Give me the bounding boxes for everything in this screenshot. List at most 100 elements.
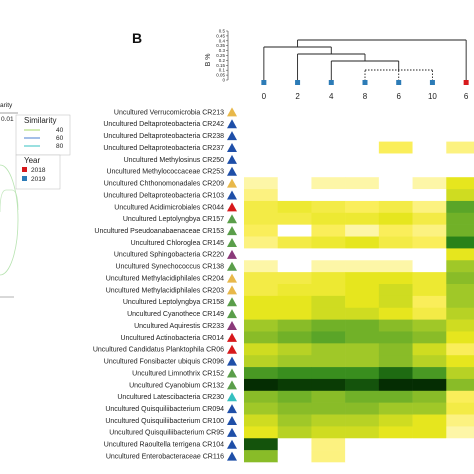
row-marker-icon xyxy=(227,131,237,141)
heatmap-cell xyxy=(244,295,279,309)
row-label: Uncultured Aquirestis CR233 xyxy=(134,323,224,330)
heatmap-cell xyxy=(412,295,447,309)
heatmap-cell xyxy=(446,331,474,344)
heatmap-cell xyxy=(244,248,279,261)
row-label: Uncultured Methylosinus CR250 xyxy=(124,157,224,164)
heatmap-cell xyxy=(345,438,380,451)
heatmap-cell xyxy=(244,177,279,190)
heatmap-cell xyxy=(244,426,279,439)
heatmap-cell xyxy=(378,414,413,427)
heatmap-cell xyxy=(311,450,346,463)
dendrogram-leaf-marker xyxy=(261,80,267,85)
heatmap-cell xyxy=(412,165,447,178)
heatmap-cell xyxy=(311,248,346,261)
row-label: Uncultured Leptolyngbya CR158 xyxy=(123,299,224,306)
row-marker-icon xyxy=(227,392,237,402)
heatmap-cell xyxy=(345,129,380,142)
heatmap-cell xyxy=(378,200,413,214)
heatmap-cell xyxy=(378,319,413,332)
row-label: Uncultured Quisquiliibacterium CR95 xyxy=(109,430,224,437)
row-marker-icon xyxy=(227,404,237,414)
heatmap-cell xyxy=(345,224,380,237)
heatmap-cell xyxy=(277,319,312,332)
heatmap-cell xyxy=(277,106,312,119)
heatmap-cell xyxy=(446,165,474,178)
row-label: Uncultured Fonsibacter ubiquis CR096 xyxy=(104,359,224,366)
heatmap-cell xyxy=(446,272,474,285)
heatmap-cell xyxy=(345,165,380,178)
row-marker-icon xyxy=(227,178,237,188)
column-label: 6 xyxy=(396,92,401,101)
heatmap-cell xyxy=(378,426,413,439)
row-label: Uncultured Deltaproteobacteria CR103 xyxy=(103,192,224,199)
heatmap-cell xyxy=(311,106,346,119)
heatmap-cell xyxy=(244,284,279,297)
heatmap-cell xyxy=(412,331,447,344)
heatmap-cell xyxy=(446,450,474,463)
row-marker-icon xyxy=(227,143,237,153)
heatmap-cell xyxy=(412,390,447,403)
heatmap-cell xyxy=(412,212,447,225)
heatmap-cell xyxy=(311,212,346,225)
row-marker-icon xyxy=(227,226,237,236)
dendrogram-leaf-marker xyxy=(429,80,435,85)
row-marker-icon xyxy=(227,261,237,271)
heatmap-cell xyxy=(277,284,312,297)
dendrogram-leaf-marker xyxy=(328,80,334,85)
row-marker-icon xyxy=(227,273,237,283)
row-marker-icon xyxy=(227,427,237,437)
row-label: Uncultured Chthonomonadales CR209 xyxy=(104,181,224,188)
dendrogram-scale-label: 0.35 xyxy=(216,43,225,48)
heatmap-cell xyxy=(277,212,312,225)
heatmap-cell xyxy=(446,153,474,166)
heatmap-cell xyxy=(311,284,346,297)
heatmap-cell xyxy=(311,153,346,166)
heatmap-cell xyxy=(412,402,447,415)
heatmap-cell xyxy=(277,438,312,451)
heatmap-cell xyxy=(446,343,474,356)
dendrogram-axis-label: B % xyxy=(205,54,212,67)
dendrogram-leaf-marker xyxy=(362,80,368,85)
row-label: Uncultured Leptolyngbya CR157 xyxy=(123,216,224,223)
heatmap-cell xyxy=(244,355,279,368)
heatmap-cell xyxy=(345,307,380,320)
heatmap-cell xyxy=(311,129,346,142)
heatmap-cell xyxy=(345,378,380,392)
dendrogram-leaf-marker xyxy=(463,80,469,85)
heatmap-cell xyxy=(277,414,312,427)
heatmap-cell xyxy=(277,165,312,178)
column-label: 2 xyxy=(295,92,300,101)
heatmap-cell xyxy=(244,331,279,344)
heatmap-cell xyxy=(412,426,447,439)
heatmap-cell xyxy=(277,331,312,344)
heatmap-cell xyxy=(446,236,474,249)
heatmap-cell xyxy=(412,355,447,368)
row-marker-icon xyxy=(227,154,237,164)
heatmap-cell xyxy=(277,390,312,403)
heatmap-cell xyxy=(412,248,447,261)
dendrogram-scale-label: 0.05 xyxy=(216,73,225,78)
heatmap-cell xyxy=(311,438,346,451)
heatmap-cell xyxy=(446,319,474,332)
row-marker-icon xyxy=(227,356,237,366)
heatmap-cell xyxy=(378,212,413,225)
heatmap-cell xyxy=(446,141,474,154)
heatmap-cell xyxy=(412,141,447,154)
heatmap-cell xyxy=(244,367,279,380)
heatmap-cell xyxy=(345,200,380,214)
heatmap-cell xyxy=(244,319,279,332)
heatmap-cell xyxy=(311,414,346,427)
dendrogram-scale-label: 0.15 xyxy=(216,63,225,68)
heatmap-cell xyxy=(345,390,380,403)
heatmap-cell xyxy=(277,236,312,249)
heatmap-cell xyxy=(345,153,380,166)
heatmap-cell xyxy=(277,367,312,380)
heatmap-cell xyxy=(378,343,413,356)
heatmap-cell xyxy=(378,284,413,297)
heatmap-cell xyxy=(311,367,346,380)
row-label: Uncultured Deltaproteobacteria CR238 xyxy=(103,133,224,140)
heatmap-cell xyxy=(244,141,279,154)
heatmap-cell xyxy=(311,236,346,249)
year-swatch xyxy=(22,176,27,181)
